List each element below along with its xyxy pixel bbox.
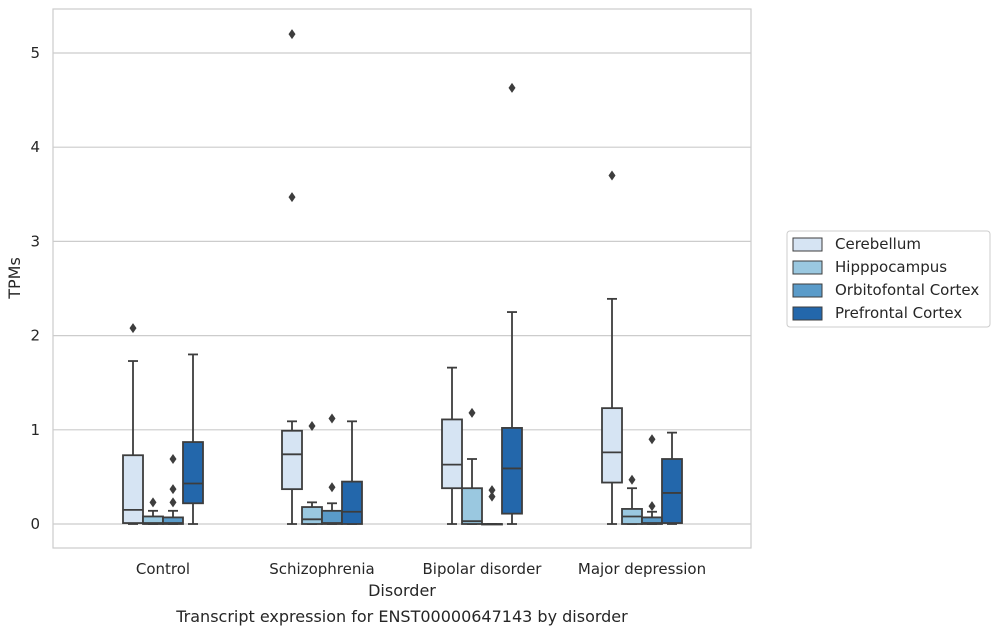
box-2-1 <box>321 413 343 525</box>
outlier-point <box>608 170 616 181</box>
box-2-0 <box>162 454 184 525</box>
outlier-point <box>169 484 177 495</box>
box-1-1 <box>301 421 323 525</box>
legend-swatch <box>792 283 823 298</box>
box-iqr <box>321 509 343 525</box>
box-0-3 <box>601 170 623 525</box>
box-2-3 <box>641 434 663 525</box>
outlier-point <box>488 485 496 496</box>
box-1-0 <box>142 497 164 525</box>
outlier-point <box>169 497 177 508</box>
box-iqr <box>182 441 204 505</box>
plot-area <box>52 8 752 549</box>
legend-label: Hipppocampus <box>835 258 947 276</box>
box-iqr <box>281 429 303 491</box>
legend-label: Orbitofontal Cortex <box>835 281 979 299</box>
y-tick-label: 3 <box>30 232 40 250</box>
box-3-0 <box>182 353 204 525</box>
y-tick-label: 2 <box>30 327 40 345</box>
y-tick-label: 4 <box>30 138 40 156</box>
y-tick-labels: 0 1 2 3 4 5 <box>30 44 40 533</box>
x-tick-label: Bipolar disorder <box>423 560 543 578</box>
box-0-2 <box>441 366 463 525</box>
outlier-point <box>328 413 336 424</box>
legend-frame <box>786 230 991 328</box>
outlier-point <box>169 454 177 465</box>
outlier-point <box>488 491 496 502</box>
gridlines <box>53 52 751 525</box>
box-iqr <box>601 407 623 484</box>
box-iqr <box>122 454 144 524</box>
y-tick-label: 5 <box>30 44 40 62</box>
x-tick-label: Control <box>136 560 190 578</box>
box-iqr <box>162 516 184 525</box>
legend-label: Prefrontal Cortex <box>835 304 962 322</box>
box-1-2 <box>461 407 483 525</box>
legend-swatch <box>792 260 823 275</box>
legend-label: Cerebellum <box>835 235 921 253</box>
outlier-point <box>149 497 157 508</box>
box-3-1 <box>341 420 363 525</box>
box-iqr <box>441 418 463 490</box>
outlier-point <box>288 29 296 40</box>
y-tick-label: 1 <box>30 421 40 439</box>
box-1-3 <box>621 474 643 525</box>
box-iqr <box>461 487 483 525</box>
x-tick-label: Major depression <box>578 560 706 578</box>
outlier-point <box>328 482 336 493</box>
x-tick-labels: Control Schizophrenia Bipolar disorder Majo… <box>136 560 706 578</box>
legend-swatch <box>792 237 823 252</box>
outlier-point <box>288 192 296 203</box>
x-axis-label: Disorder <box>368 581 436 600</box>
outlier-point <box>129 323 137 334</box>
outlier-point <box>628 474 636 485</box>
outlier-point <box>508 82 516 93</box>
box-0-1 <box>281 29 303 525</box>
x-tick-label: Schizophrenia <box>269 560 374 578</box>
outlier-point <box>648 434 656 445</box>
y-tick-label: 0 <box>30 515 40 533</box>
box-2-2 <box>481 485 503 526</box>
chart-caption: Transcript expression for ENST0000064714… <box>175 607 628 626</box>
box-3-2 <box>501 82 523 525</box>
box-3-3 <box>661 431 683 525</box>
box-iqr <box>661 458 683 524</box>
box-iqr <box>301 506 323 525</box>
outlier-point <box>468 407 476 418</box>
box-iqr <box>341 480 363 525</box>
box-0-0 <box>122 323 144 525</box>
outlier-point <box>308 421 316 432</box>
legend-swatch <box>792 306 823 321</box>
boxes-layer <box>122 29 683 526</box>
legend: Cerebellum Hipppocampus Orbitofontal Corte… <box>786 230 991 328</box>
y-axis-label: TPMs <box>5 257 24 300</box>
outlier-point <box>648 501 656 512</box>
box-iqr <box>501 427 523 515</box>
